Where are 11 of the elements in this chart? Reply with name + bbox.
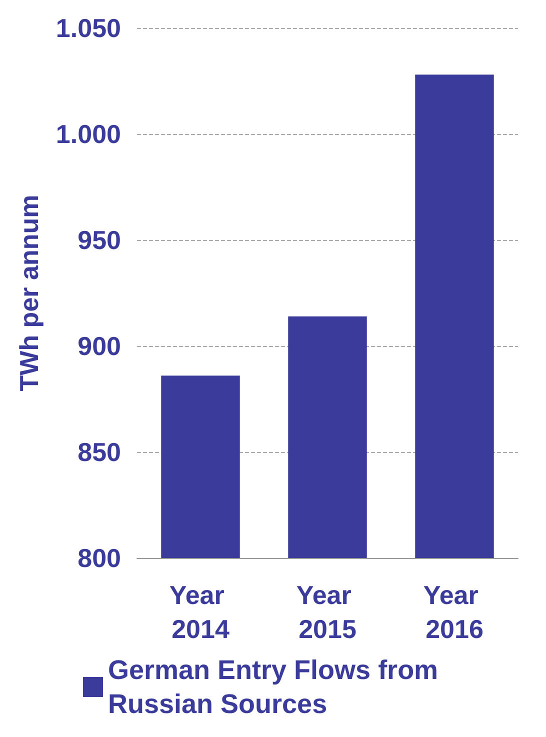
legend-label: German Entry Flows from Russian Sources <box>108 655 446 719</box>
y-tick-label: 800 <box>78 543 121 573</box>
y-axis-title: TWh per annum <box>14 194 44 392</box>
x-tick-label: Year 2015 <box>296 580 359 644</box>
y-tick-label: 850 <box>78 437 121 467</box>
y-tick-label: 1.050 <box>56 13 121 43</box>
y-tick-label: 1.000 <box>56 119 121 149</box>
y-tick-label: 900 <box>78 331 121 361</box>
x-tick-label: Year 2014 <box>169 580 232 644</box>
y-tick-label: 950 <box>78 225 121 255</box>
x-tick-label: Year 2016 <box>423 580 486 644</box>
